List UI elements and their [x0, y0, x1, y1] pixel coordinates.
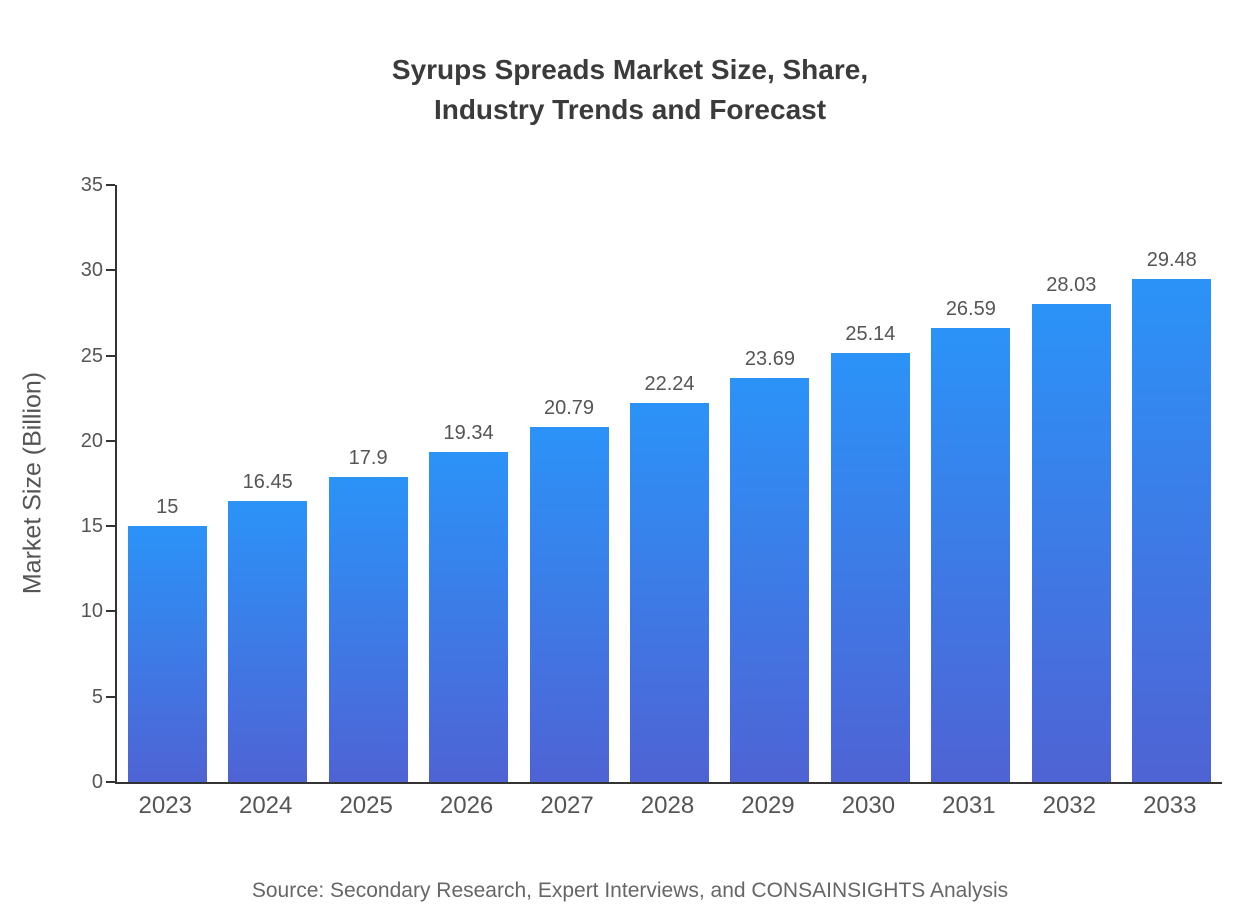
y-tick-label: 30 — [80, 259, 103, 282]
y-tick-label: 15 — [80, 515, 103, 538]
y-tick-mark — [106, 184, 115, 186]
bars-container: 15 16.45 17.9 19.34 20.79 22.24 23.69 25.14 26.5… — [117, 185, 1222, 782]
bar-value-label: 29.48 — [1146, 249, 1197, 272]
x-tick-label: 2029 — [741, 792, 795, 819]
bar-2027 — [529, 427, 609, 782]
bar-slot: 25.14 — [820, 185, 920, 782]
x-tick-label: 2031 — [942, 792, 996, 819]
bar-value-label: 28.03 — [1046, 273, 1097, 296]
x-axis-labels: 2023 2024 2025 2026 2027 2028 2029 2030 2031 2032… — [115, 792, 1220, 820]
x-tick-label: 2025 — [339, 792, 393, 819]
y-tick-mark — [106, 354, 115, 357]
x-tick-label: 2027 — [540, 792, 594, 819]
bar-value-label: 16.45 — [242, 471, 293, 494]
bar-slot: 19.34 — [418, 185, 518, 782]
x-tick-label: 2030 — [841, 792, 896, 819]
bar-value-label: 17.9 — [348, 446, 388, 469]
bar-slot: 22.24 — [619, 185, 719, 782]
y-tick-label: 20 — [80, 429, 103, 452]
bar-value-label: 22.24 — [644, 372, 695, 395]
bar-2024 — [228, 501, 308, 782]
x-tick-label: 2024 — [238, 792, 293, 819]
y-tick-mark — [106, 610, 115, 613]
bar-slot: 17.9 — [318, 185, 418, 782]
chart-title: Syrups Spreads Market Size, Share, Indus… — [391, 54, 869, 125]
bar-value-label: 20.79 — [544, 397, 595, 420]
bar-value-label: 23.69 — [744, 347, 795, 370]
source-note: Source: Secondary Research, Expert Inter… — [251, 879, 1009, 902]
bar-2028 — [629, 402, 709, 782]
bar-value-label: 19.34 — [443, 422, 494, 445]
y-tick-mark — [106, 695, 115, 698]
x-tick-label: 2032 — [1042, 792, 1096, 819]
bar-value-label: 15 — [156, 496, 179, 519]
y-tick-label: 0 — [91, 771, 103, 793]
bar-value-label: 26.59 — [945, 298, 996, 321]
bar-value-label: 25.14 — [845, 323, 896, 346]
bar-2029 — [730, 377, 810, 782]
bar-slot: 28.03 — [1021, 185, 1121, 782]
bar-2025 — [328, 476, 408, 782]
y-tick-label: 25 — [80, 344, 103, 367]
y-tick-mark — [106, 781, 115, 783]
y-axis-label: Market Size (Billion) — [18, 371, 47, 595]
plot-area: 15 16.45 17.9 19.34 20.79 22.24 23.69 25.14 26.5… — [115, 185, 1222, 784]
bar-slot: 15 — [117, 185, 217, 782]
y-tick-label: 5 — [91, 685, 103, 708]
x-tick-label: 2033 — [1143, 792, 1197, 819]
x-tick-label: 2023 — [138, 792, 192, 819]
y-tick-mark — [106, 269, 115, 272]
y-tick-mark — [106, 439, 115, 442]
bar-2033 — [1132, 279, 1212, 782]
bar-2030 — [830, 353, 910, 782]
y-tick-label: 10 — [80, 600, 103, 623]
bar-slot: 29.48 — [1122, 185, 1222, 782]
y-tick-mark — [106, 525, 115, 528]
x-tick-label: 2028 — [640, 792, 695, 819]
bar-2023 — [127, 526, 207, 782]
bar-2032 — [1031, 303, 1111, 782]
y-tick-label: 35 — [80, 174, 103, 196]
bar-2026 — [429, 452, 509, 782]
bar-slot: 20.79 — [519, 185, 619, 782]
bar-2031 — [931, 328, 1011, 782]
bar-slot: 23.69 — [720, 185, 820, 782]
bar-slot: 16.45 — [217, 185, 317, 782]
bar-slot: 26.59 — [921, 185, 1021, 782]
x-tick-label: 2026 — [439, 792, 494, 819]
